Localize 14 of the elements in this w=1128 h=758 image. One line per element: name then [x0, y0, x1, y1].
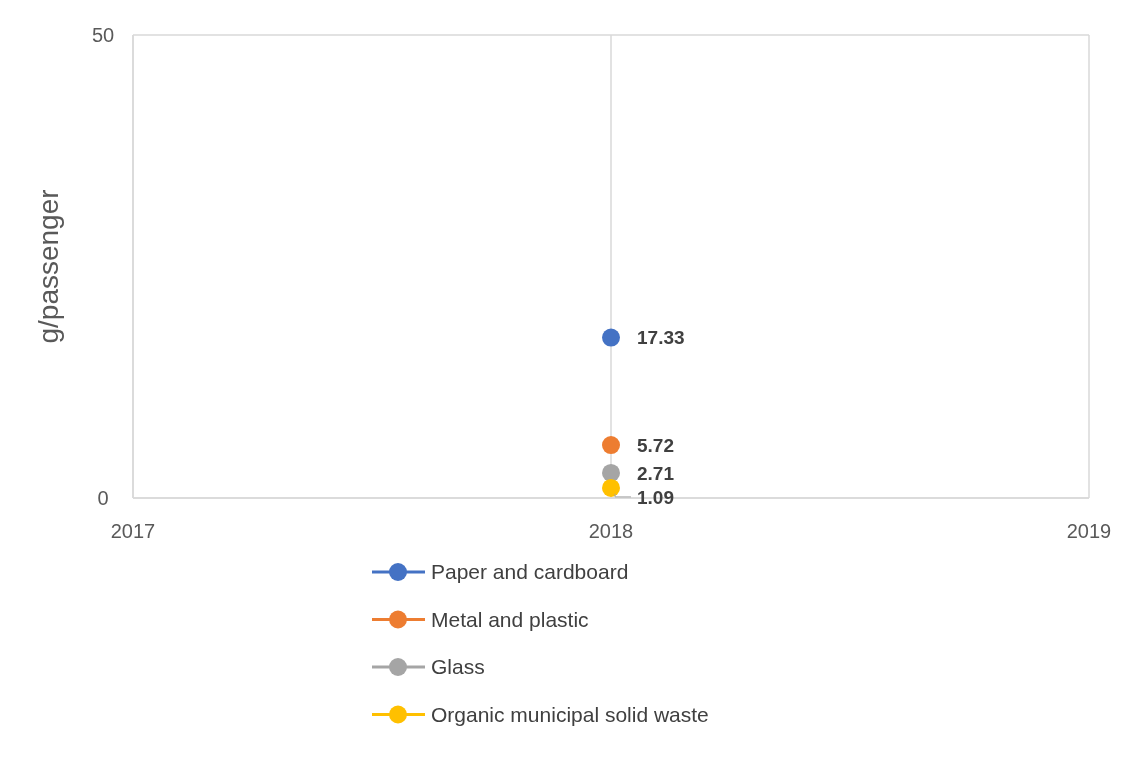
y-axis-title: g/passenger — [33, 189, 64, 344]
x-tick-label: 2018 — [588, 520, 634, 542]
y-tick-label: 0 — [97, 487, 109, 509]
x-tick-label: 2017 — [110, 520, 156, 542]
data-label: 1.09 — [637, 486, 674, 508]
legend-label: Metal and plastic — [431, 607, 589, 631]
legend-label: Organic municipal solid waste — [431, 702, 709, 726]
data-label: 2.71 — [637, 462, 675, 484]
y-tick-label: 50 — [91, 24, 115, 46]
legend-label: Glass — [431, 655, 485, 679]
data-label: 17.33 — [637, 327, 685, 349]
legend-label: Paper and cardboard — [431, 560, 629, 584]
x-tick-label: 2019 — [1066, 520, 1112, 542]
data-label: 5.72 — [637, 434, 674, 456]
